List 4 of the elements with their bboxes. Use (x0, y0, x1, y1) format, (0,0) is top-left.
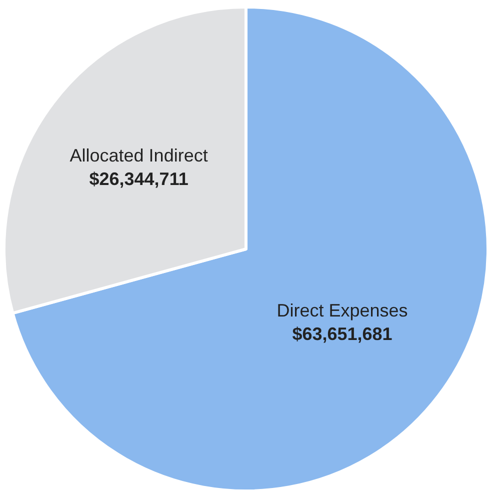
data-label: $26,344,711 (89, 169, 188, 190)
data-label: $63,651,681 (292, 324, 392, 344)
slice-label: Allocated Indirect (70, 146, 208, 166)
slice-label: Direct Expenses (276, 300, 408, 321)
